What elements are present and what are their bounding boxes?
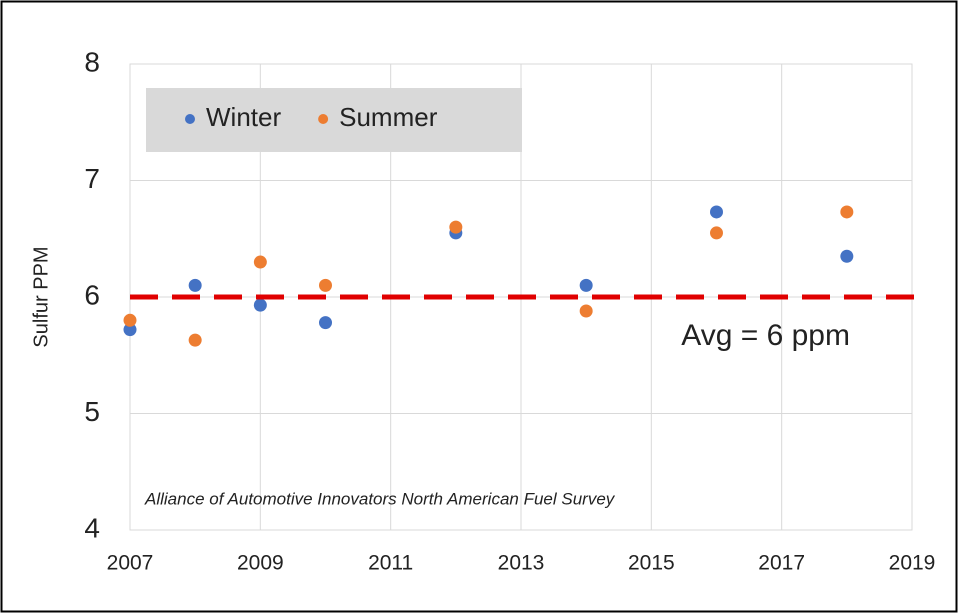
- point: [449, 220, 463, 234]
- point: [840, 249, 854, 263]
- y-tick-label: 4: [84, 512, 100, 543]
- point: [188, 278, 202, 292]
- y-tick-label: 8: [84, 46, 100, 77]
- legend-label: Summer: [339, 102, 438, 132]
- point: [579, 278, 593, 292]
- legend-swatch: [185, 114, 195, 124]
- reference-label: Avg = 6 ppm: [681, 319, 850, 352]
- y-tick-label: 5: [84, 396, 100, 427]
- x-tick-label: 2007: [107, 552, 154, 575]
- x-tick-label: 2015: [628, 552, 675, 575]
- point: [123, 323, 137, 337]
- point: [710, 226, 723, 240]
- x-tick-label: 2009: [237, 552, 284, 575]
- x-tick-label: 2017: [758, 552, 805, 575]
- y-tick-label: 6: [84, 279, 100, 310]
- legend-swatch: [318, 114, 329, 124]
- point: [188, 333, 202, 347]
- x-tick-label: 2019: [889, 552, 936, 575]
- point: [319, 316, 332, 330]
- x-tick-label: 2013: [498, 552, 545, 575]
- point: [840, 205, 854, 219]
- point: [123, 313, 137, 327]
- point: [579, 304, 593, 318]
- y-axis-label: Sulfur PPM: [30, 246, 52, 347]
- source-note: Alliance of Automotive Innovators North …: [144, 489, 616, 508]
- point: [253, 255, 267, 269]
- point: [319, 278, 332, 292]
- legend-box: [146, 88, 522, 152]
- legend-label: Winter: [206, 102, 281, 132]
- y-tick-label: 7: [84, 163, 100, 194]
- point: [710, 205, 723, 219]
- x-tick-label: 2011: [368, 552, 413, 575]
- point: [253, 298, 267, 312]
